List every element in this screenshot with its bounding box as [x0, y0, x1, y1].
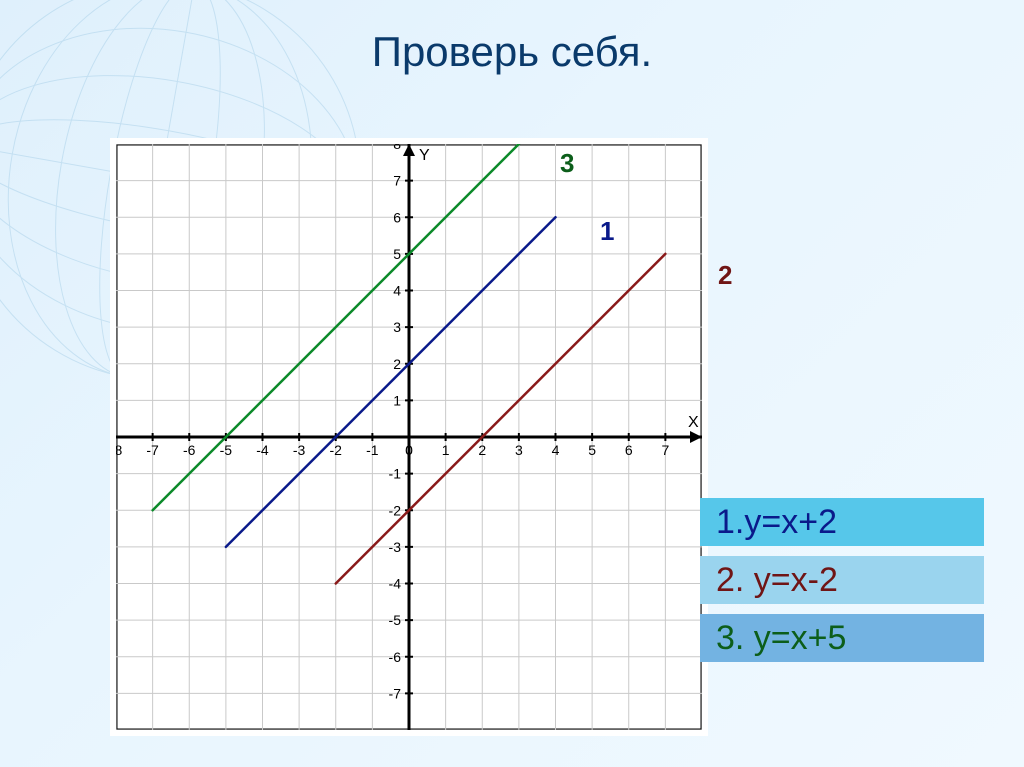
svg-text:4: 4 — [552, 442, 560, 458]
svg-text:-2: -2 — [330, 442, 343, 458]
svg-text:-3: -3 — [389, 539, 402, 555]
legend-item-3: 3. y=x+5 — [700, 614, 984, 662]
line-label-2: 2 — [718, 260, 732, 291]
svg-text:5: 5 — [588, 442, 596, 458]
svg-text:X: X — [688, 414, 699, 431]
svg-text:3: 3 — [515, 442, 523, 458]
svg-text:2: 2 — [478, 442, 486, 458]
chart-container: -8-7-6-5-4-3-2-101234567-7-6-5-4-3-2-112… — [110, 138, 708, 736]
svg-text:8: 8 — [393, 144, 401, 152]
svg-text:-8: -8 — [116, 442, 122, 458]
svg-text:-1: -1 — [366, 442, 379, 458]
svg-text:-4: -4 — [389, 576, 402, 592]
svg-text:7: 7 — [393, 173, 401, 189]
line-label-1: 1 — [600, 216, 614, 247]
svg-text:2: 2 — [393, 356, 401, 372]
svg-text:-3: -3 — [293, 442, 306, 458]
line-label-3: 3 — [560, 148, 574, 179]
svg-text:1: 1 — [393, 392, 401, 408]
svg-text:5: 5 — [393, 246, 401, 262]
legend-item-1: 1.y=x+2 — [700, 498, 984, 546]
svg-text:0: 0 — [405, 442, 413, 458]
svg-text:-6: -6 — [389, 649, 402, 665]
svg-text:-5: -5 — [220, 442, 233, 458]
svg-text:3: 3 — [393, 319, 401, 335]
svg-text:-4: -4 — [256, 442, 269, 458]
svg-text:-7: -7 — [389, 685, 402, 701]
svg-text:7: 7 — [661, 442, 669, 458]
svg-text:-5: -5 — [389, 612, 402, 628]
legend-item-2: 2. y=x-2 — [700, 556, 984, 604]
svg-text:6: 6 — [393, 209, 401, 225]
page-title: Проверь себя. — [0, 28, 1024, 76]
svg-text:6: 6 — [625, 442, 633, 458]
svg-text:Y: Y — [419, 147, 430, 164]
svg-text:-7: -7 — [146, 442, 159, 458]
svg-text:-6: -6 — [183, 442, 196, 458]
svg-text:1: 1 — [442, 442, 450, 458]
svg-text:-2: -2 — [389, 502, 402, 518]
svg-text:-1: -1 — [389, 466, 402, 482]
svg-text:4: 4 — [393, 283, 401, 299]
